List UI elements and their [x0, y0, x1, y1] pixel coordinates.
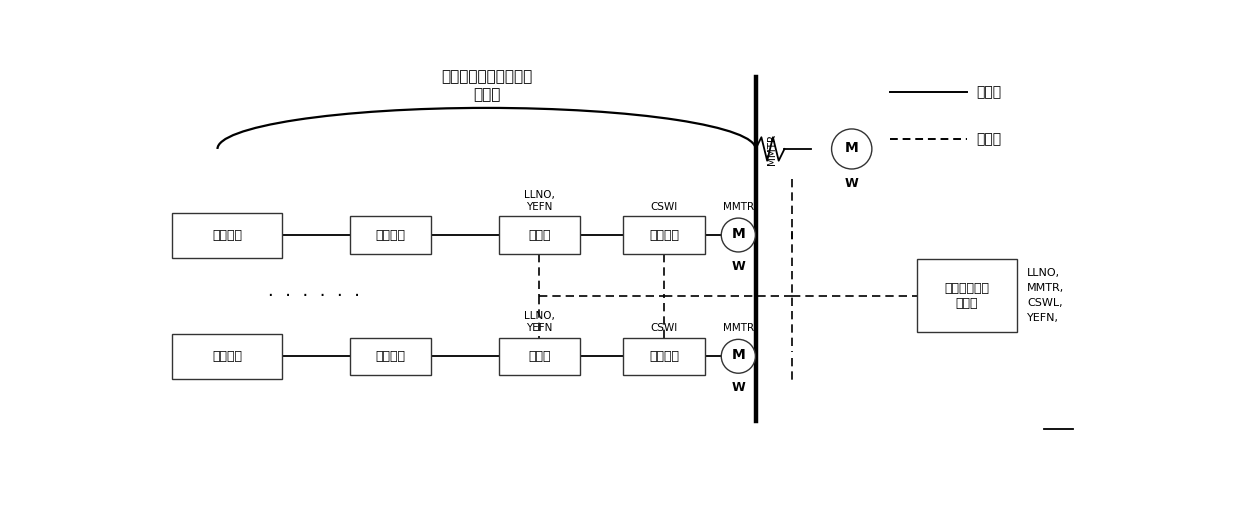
Text: W: W — [732, 381, 745, 394]
Text: CSWI: CSWI — [651, 202, 678, 212]
Text: 电力流: 电力流 — [977, 85, 1002, 99]
Text: W: W — [844, 177, 858, 190]
FancyBboxPatch shape — [350, 216, 432, 253]
Text: 逆变器: 逆变器 — [528, 350, 551, 363]
FancyBboxPatch shape — [624, 338, 706, 375]
FancyBboxPatch shape — [172, 212, 283, 258]
Text: 逆变器: 逆变器 — [528, 229, 551, 241]
Text: W: W — [732, 260, 745, 273]
Ellipse shape — [722, 218, 755, 252]
Text: 直流开关: 直流开关 — [376, 350, 405, 363]
Text: LLNO,
YEFN: LLNO, YEFN — [525, 311, 554, 333]
FancyBboxPatch shape — [624, 216, 706, 253]
Text: 光伏组件: 光伏组件 — [212, 350, 242, 363]
Text: M: M — [732, 348, 745, 362]
Text: M: M — [732, 227, 745, 241]
Ellipse shape — [832, 129, 872, 169]
Text: 光伏组件: 光伏组件 — [212, 229, 242, 241]
FancyBboxPatch shape — [350, 338, 432, 375]
Text: 直流开关: 直流开关 — [376, 229, 405, 241]
Text: 并网开关: 并网开关 — [650, 229, 680, 241]
FancyBboxPatch shape — [498, 338, 580, 375]
Text: 并网开关: 并网开关 — [650, 350, 680, 363]
Ellipse shape — [722, 339, 755, 373]
Text: CSWI: CSWI — [651, 323, 678, 333]
Text: 分布式光伏电站逻辑设
备模型: 分布式光伏电站逻辑设 备模型 — [441, 69, 532, 103]
Text: LLNO,
YEFN: LLNO, YEFN — [525, 190, 554, 212]
FancyBboxPatch shape — [916, 260, 1018, 332]
Text: ·  ·  ·  ·  ·  ·: · · · · · · — [268, 287, 360, 305]
Text: MMTR: MMTR — [723, 202, 754, 212]
FancyBboxPatch shape — [172, 334, 283, 379]
Text: LLNO,
MMTR,
CSWL,
YEFN,: LLNO, MMTR, CSWL, YEFN, — [1027, 268, 1064, 323]
FancyBboxPatch shape — [498, 216, 580, 253]
Text: 分布式集群管
控装置: 分布式集群管 控装置 — [945, 281, 990, 310]
Text: MMTR: MMTR — [768, 134, 777, 165]
Text: MMTR: MMTR — [723, 323, 754, 333]
Text: M: M — [844, 141, 858, 155]
Text: 信息流: 信息流 — [977, 132, 1002, 146]
